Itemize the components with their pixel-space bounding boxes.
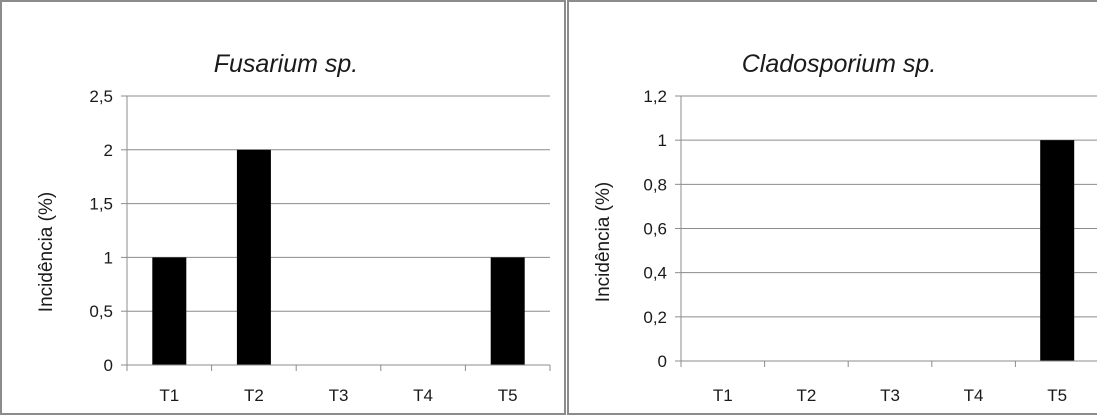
x-tick-label: T2 xyxy=(796,386,816,405)
x-tick-label: T1 xyxy=(159,386,179,405)
y-tick-label: 1,5 xyxy=(89,195,113,214)
bar-t5 xyxy=(1040,140,1075,361)
x-tick-label: T1 xyxy=(713,386,733,405)
fusarium-chart-panel: Fusarium sp. Incidência (%) 0 0,5 1 1,5 2 2,5… xyxy=(0,0,566,415)
x-tick-label: T4 xyxy=(964,386,984,405)
gridlines xyxy=(681,95,1097,318)
y-axis-label: Incidência (%) xyxy=(593,182,614,302)
axes xyxy=(675,95,1097,367)
x-tick-label: T5 xyxy=(1047,386,1067,405)
y-tick-labels: 0 0,2 0,4 0,6 0,8 1 1,2 xyxy=(643,87,667,371)
y-axis-label: Incidência (%) xyxy=(36,192,57,312)
x-tick-labels: T1 T2 T3 T4 T5 xyxy=(159,386,517,405)
y-tick-label: 0,5 xyxy=(89,302,113,321)
bars xyxy=(152,149,525,365)
x-tick-label: T3 xyxy=(329,386,349,405)
chart-title: Cladosporium sp. xyxy=(742,50,937,78)
y-tick-label: 2 xyxy=(104,141,113,160)
bar-t5 xyxy=(490,257,525,365)
fusarium-chart: Fusarium sp. Incidência (%) 0 0,5 1 1,5 2 2,5… xyxy=(36,50,551,405)
y-tick-label: 0,8 xyxy=(643,175,667,194)
cladosporium-chart: Cladosporium sp. Incidência (%) 00,20,40… xyxy=(593,50,1097,405)
y-tick-label: 0 xyxy=(104,356,113,375)
bar-t1 xyxy=(152,257,187,365)
y-tick-label: 0,2 xyxy=(643,308,667,327)
chart-title: Fusarium sp. xyxy=(214,50,358,78)
bar-t2 xyxy=(236,149,271,365)
y-tick-label: 1 xyxy=(104,248,113,267)
x-tick-labels: T1 T2 T3 T4 T5 xyxy=(713,386,1067,405)
y-tick-label: 0,4 xyxy=(643,264,667,283)
x-tick-label: T5 xyxy=(498,386,518,405)
cladosporium-chart-panel: Cladosporium sp. Incidência (%) 0 0,2 0,4 0… xyxy=(567,0,1097,415)
y-tick-label: 1 xyxy=(658,131,667,150)
y-tick-labels: 0 0,5 1 1,5 2 2,5 xyxy=(89,87,113,375)
x-tick-label: T3 xyxy=(880,386,900,405)
y-tick-label: 0 xyxy=(658,352,667,371)
y-tick-label: 1,2 xyxy=(643,87,667,106)
bars xyxy=(1040,140,1075,361)
gridlines xyxy=(127,95,550,312)
axes xyxy=(121,95,551,371)
y-tick-label: 0,6 xyxy=(643,220,667,239)
y-tick-label: 2,5 xyxy=(89,87,113,106)
x-tick-label: T2 xyxy=(244,386,264,405)
x-tick-label: T4 xyxy=(413,386,433,405)
